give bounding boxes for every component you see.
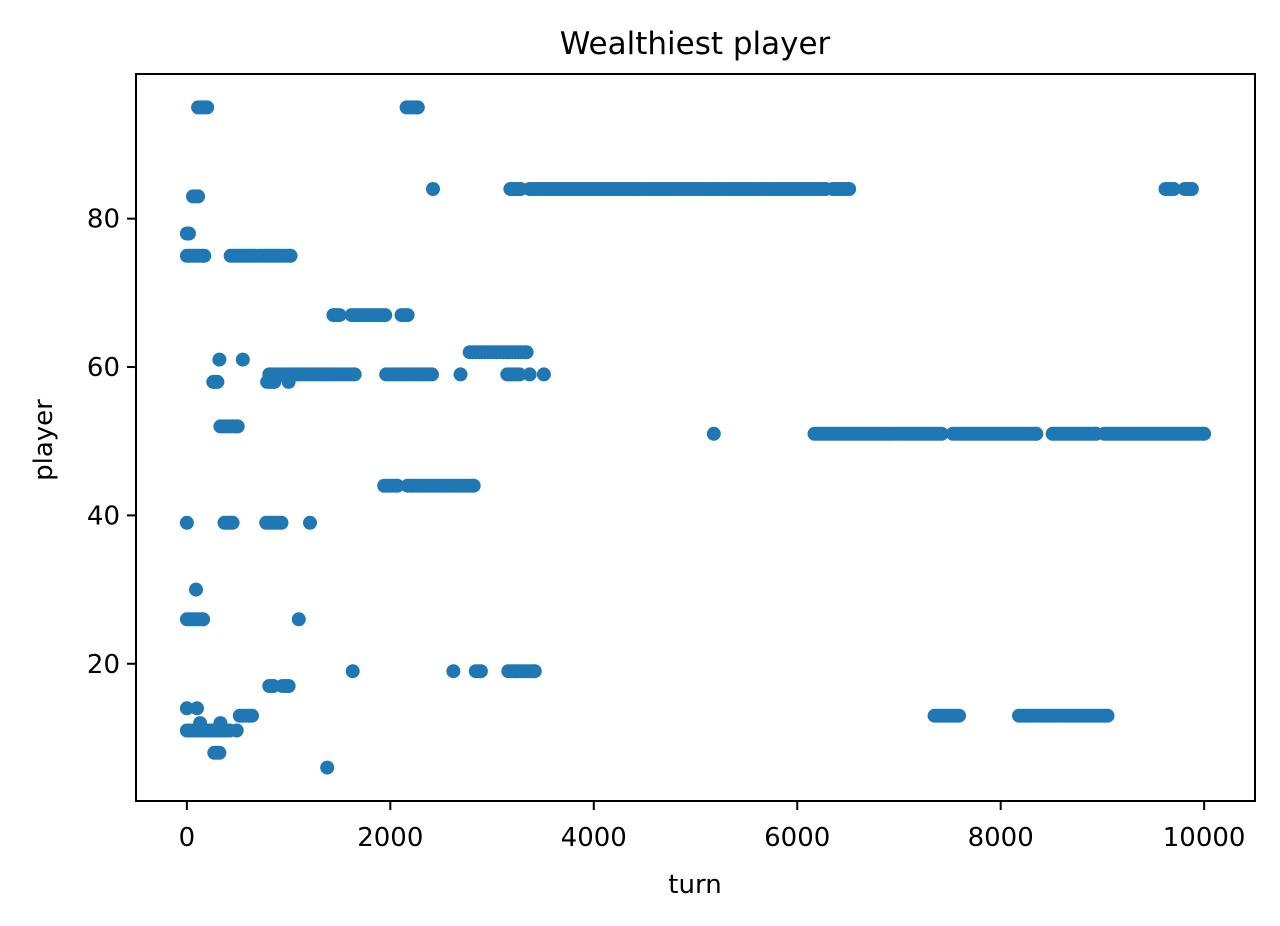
plot-area-frame bbox=[135, 73, 1256, 802]
y-tick-label: 20 bbox=[87, 650, 120, 680]
data-point bbox=[229, 723, 244, 738]
data-point bbox=[347, 367, 362, 382]
data-point bbox=[345, 664, 360, 679]
data-point bbox=[842, 182, 857, 196]
data-point bbox=[225, 515, 240, 530]
data-point bbox=[332, 308, 347, 323]
data-point bbox=[536, 367, 551, 382]
data-point bbox=[320, 760, 335, 775]
data-point bbox=[212, 352, 227, 367]
data-point bbox=[1029, 426, 1044, 441]
data-point bbox=[189, 582, 203, 597]
data-point bbox=[179, 515, 194, 530]
data-point bbox=[706, 426, 721, 441]
data-points bbox=[179, 100, 1212, 775]
data-point bbox=[235, 352, 250, 367]
data-point bbox=[191, 189, 206, 204]
x-tick-label: 8000 bbox=[968, 823, 1034, 853]
data-point bbox=[473, 664, 488, 679]
x-tick-label: 2000 bbox=[357, 823, 423, 853]
x-tick-label: 6000 bbox=[764, 823, 830, 853]
data-point bbox=[283, 248, 298, 263]
data-point bbox=[181, 226, 196, 241]
y-axis: 20 40 60 80 bbox=[87, 205, 136, 680]
data-point bbox=[190, 701, 204, 716]
chart-title: Wealthiest player bbox=[560, 26, 831, 62]
data-point bbox=[1166, 182, 1181, 196]
data-point bbox=[512, 367, 527, 382]
data-point bbox=[410, 100, 425, 115]
data-point bbox=[245, 708, 259, 723]
data-point bbox=[453, 367, 468, 382]
data-point bbox=[274, 515, 289, 530]
x-axis: 0 2000 4000 6000 8000 10000 bbox=[179, 801, 1246, 853]
data-point bbox=[400, 308, 415, 323]
data-point bbox=[179, 701, 194, 716]
data-point bbox=[446, 664, 461, 679]
y-tick-label: 60 bbox=[87, 353, 120, 383]
x-tick-label: 10000 bbox=[1163, 823, 1246, 853]
y-tick-label: 80 bbox=[87, 205, 120, 235]
x-tick-label: 4000 bbox=[561, 823, 627, 853]
data-point bbox=[1197, 426, 1212, 441]
data-point bbox=[1100, 708, 1115, 723]
data-point bbox=[522, 367, 537, 382]
x-tick-label: 0 bbox=[179, 823, 196, 853]
y-axis-label: player bbox=[29, 399, 59, 481]
data-point bbox=[210, 374, 225, 389]
data-point bbox=[519, 345, 534, 360]
y-tick-label: 40 bbox=[87, 501, 120, 531]
data-point bbox=[230, 419, 245, 434]
data-point bbox=[281, 679, 296, 693]
data-point bbox=[390, 478, 405, 493]
data-point bbox=[934, 426, 949, 441]
data-point bbox=[197, 248, 212, 263]
data-point bbox=[303, 515, 317, 530]
data-point bbox=[378, 308, 393, 323]
data-point bbox=[426, 182, 440, 196]
data-point bbox=[196, 612, 211, 627]
data-point bbox=[466, 478, 481, 493]
data-point bbox=[267, 374, 282, 389]
data-point bbox=[291, 612, 306, 627]
data-point bbox=[952, 708, 966, 723]
data-point bbox=[1184, 182, 1199, 196]
data-point bbox=[425, 367, 439, 382]
data-point bbox=[281, 374, 296, 389]
data-point bbox=[200, 100, 215, 115]
data-point bbox=[527, 664, 542, 679]
x-axis-label: turn bbox=[668, 870, 721, 900]
data-point bbox=[212, 745, 227, 760]
